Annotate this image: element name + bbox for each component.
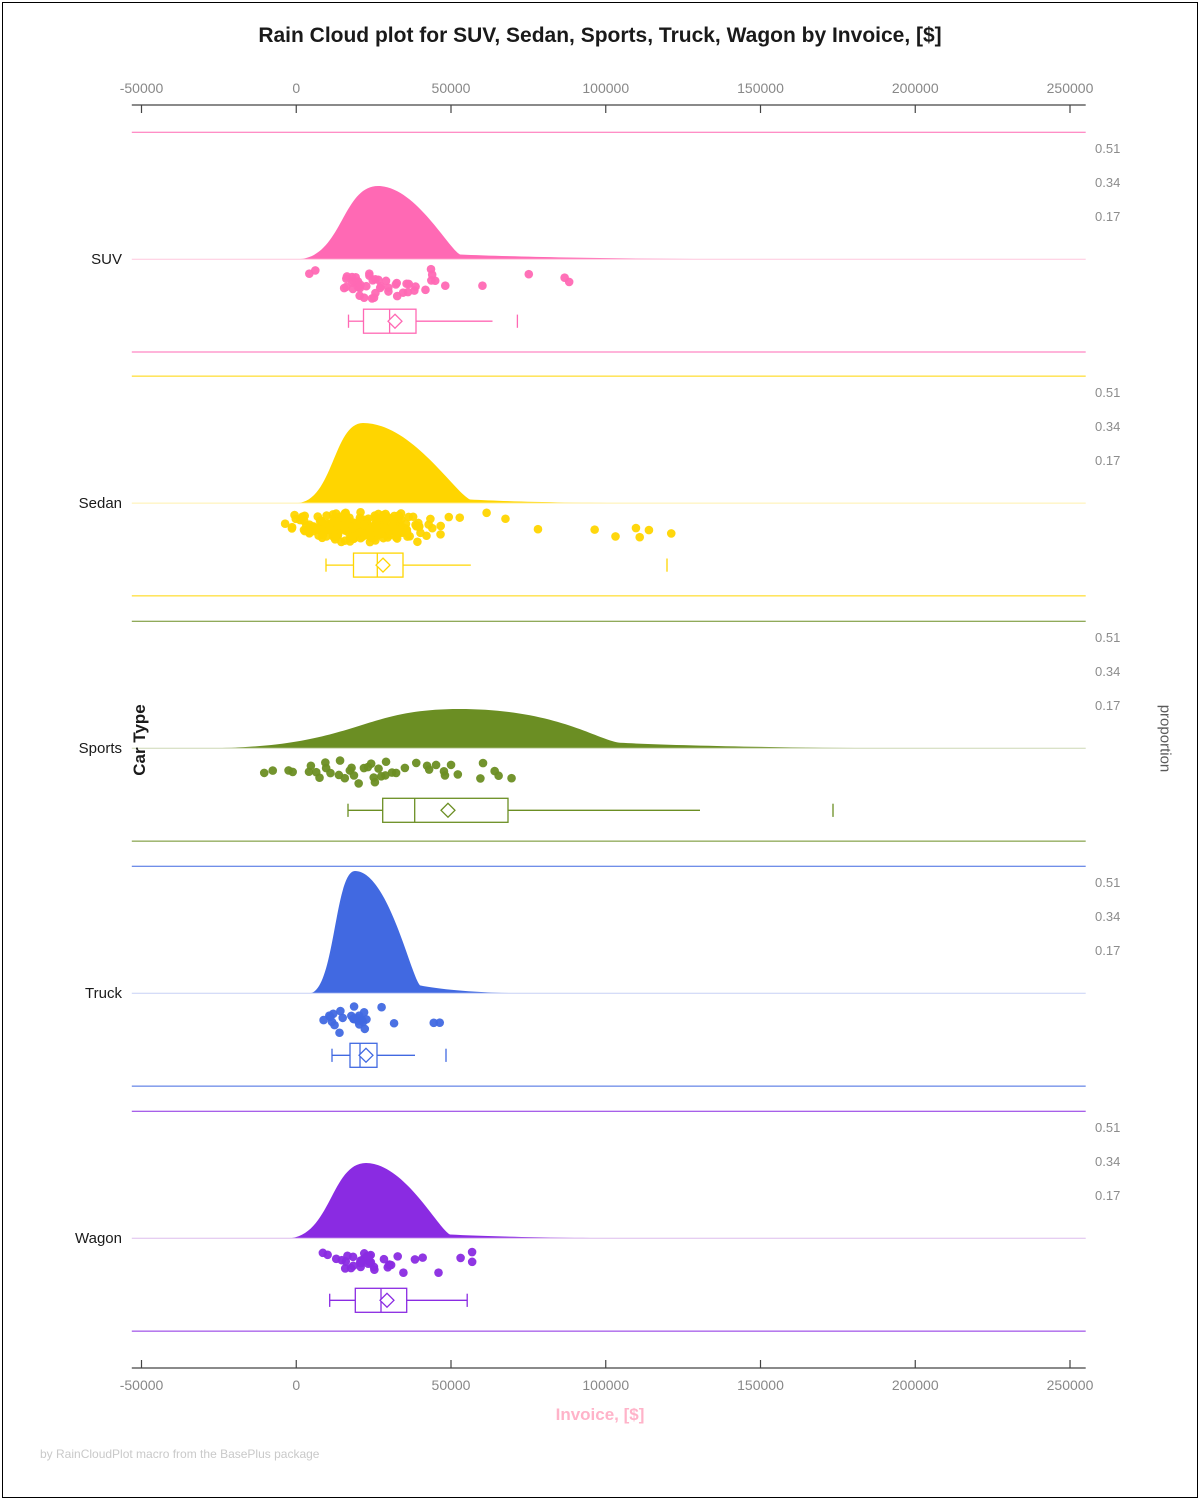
svg-text:0: 0 <box>292 80 300 96</box>
svg-text:150000: 150000 <box>737 1377 784 1393</box>
svg-text:-50000: -50000 <box>120 1377 164 1393</box>
svg-text:0: 0 <box>292 1377 300 1393</box>
svg-text:100000: 100000 <box>582 1377 629 1393</box>
svg-text:150000: 150000 <box>737 80 784 96</box>
svg-text:-50000: -50000 <box>120 80 164 96</box>
svg-text:200000: 200000 <box>892 80 939 96</box>
svg-text:200000: 200000 <box>892 1377 939 1393</box>
svg-text:50000: 50000 <box>432 80 471 96</box>
svg-text:100000: 100000 <box>582 80 629 96</box>
svg-text:250000: 250000 <box>1047 1377 1094 1393</box>
svg-text:250000: 250000 <box>1047 80 1094 96</box>
svg-text:50000: 50000 <box>432 1377 471 1393</box>
